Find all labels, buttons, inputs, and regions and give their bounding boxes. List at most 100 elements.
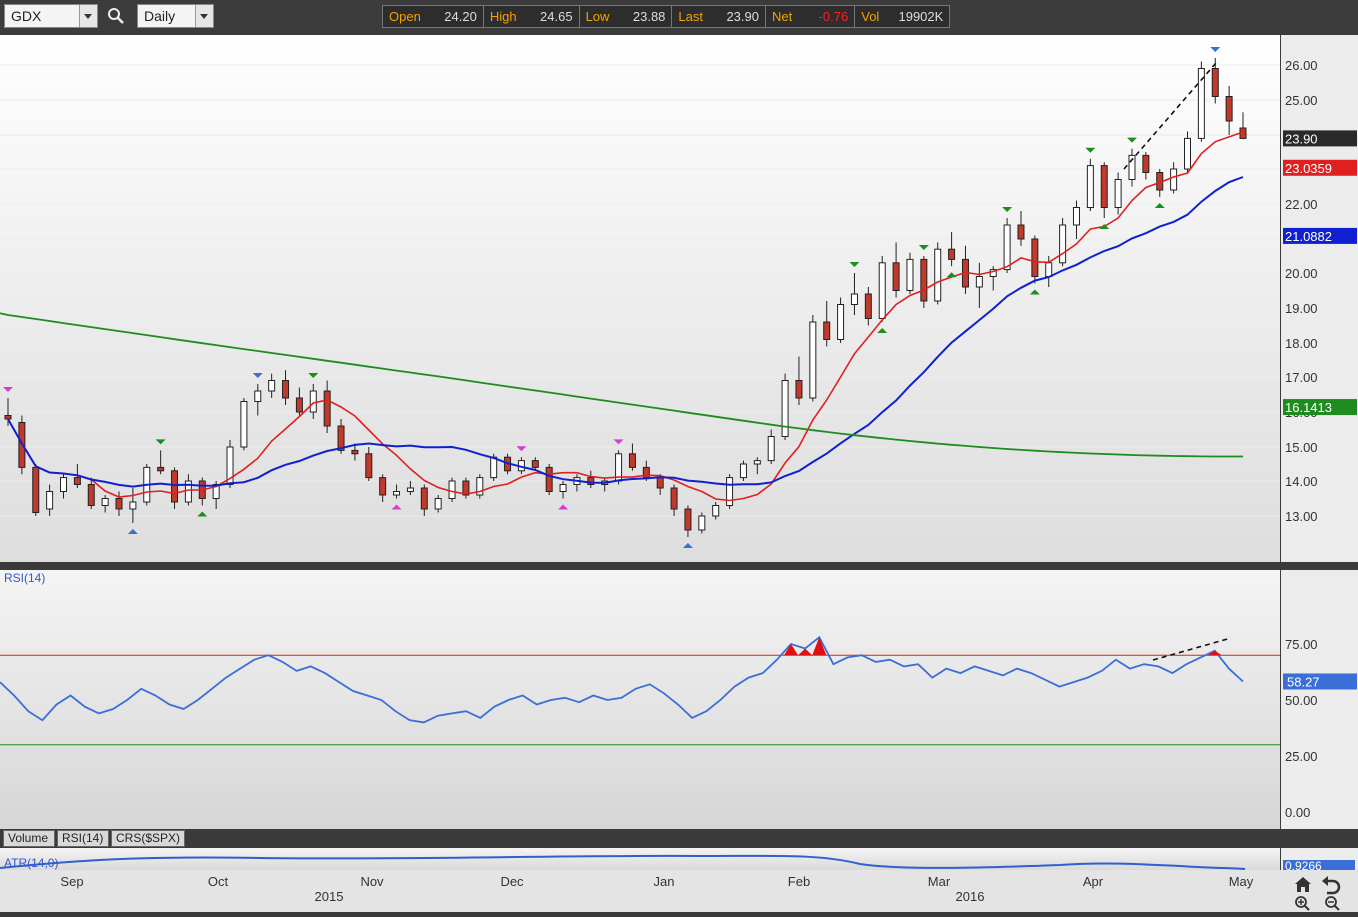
candle-body bbox=[767, 436, 775, 462]
candle-body bbox=[282, 380, 290, 399]
zoom-out-icon[interactable] bbox=[1325, 896, 1340, 911]
atr-line bbox=[0, 854, 1246, 870]
price-value-text: 23.0359 bbox=[1285, 161, 1332, 176]
month-label: Oct bbox=[208, 874, 229, 889]
candle bbox=[712, 502, 720, 520]
candle bbox=[60, 474, 68, 499]
tab-volume[interactable]: Volume bbox=[3, 830, 55, 847]
candle-body bbox=[393, 491, 401, 496]
rsi-line bbox=[0, 635, 1244, 724]
candle-body bbox=[226, 446, 234, 485]
candle-body bbox=[948, 248, 956, 260]
search-icon[interactable] bbox=[107, 7, 125, 25]
candle bbox=[365, 447, 373, 481]
date-axis[interactable]: Sep Oct Nov Dec Jan Feb Mar Apr May 2015 2016 bbox=[0, 870, 1281, 912]
candle-body bbox=[420, 487, 428, 510]
candle-body bbox=[115, 498, 123, 510]
candle-body bbox=[268, 380, 276, 392]
quote-strip: Open 24.20 High 24.65 Low 23.88 Last 23.90 N… bbox=[382, 5, 951, 28]
price-tick-label: 15.00 bbox=[1285, 440, 1318, 455]
price-tick-label: 13.00 bbox=[1285, 509, 1318, 524]
candle bbox=[1003, 218, 1011, 273]
candle bbox=[379, 474, 387, 502]
candle bbox=[920, 256, 928, 308]
candle-body bbox=[656, 477, 664, 489]
candle-body bbox=[101, 498, 109, 506]
price-axis[interactable]: 13.0014.0015.0016.0017.0018.0019.0020.00… bbox=[1281, 35, 1358, 562]
period-dropdown-button[interactable] bbox=[195, 5, 213, 27]
rsi-panel[interactable]: RSI(14) bbox=[0, 570, 1280, 829]
period-select[interactable]: Daily bbox=[137, 4, 214, 28]
candle bbox=[462, 477, 470, 499]
candle bbox=[795, 356, 803, 405]
candle bbox=[753, 457, 761, 475]
quote-last: Last 23.90 bbox=[672, 6, 766, 27]
month-label: Jan bbox=[654, 874, 675, 889]
quote-net: Net -0.76 bbox=[766, 6, 856, 27]
candle-body bbox=[323, 390, 331, 427]
candle-body bbox=[1031, 238, 1039, 277]
candle bbox=[87, 477, 95, 509]
candle bbox=[1142, 152, 1150, 180]
symbol-dropdown-button[interactable] bbox=[79, 5, 97, 27]
candle bbox=[434, 495, 442, 513]
price-axis-svg: 13.0014.0015.0016.0017.0018.0019.0020.00… bbox=[1283, 58, 1357, 524]
indicator-tabs: Volume RSI(14) CRS($SPX) bbox=[0, 829, 1280, 848]
symbol-input[interactable]: GDX bbox=[4, 4, 98, 28]
tab-crs[interactable]: CRS($SPX) bbox=[111, 830, 185, 847]
chart-controls bbox=[1281, 870, 1358, 912]
price-panel[interactable] bbox=[0, 35, 1280, 562]
quote-vol: Vol 19902K bbox=[861, 9, 944, 24]
zoom-in-icon[interactable] bbox=[1295, 896, 1310, 911]
rsi-overbought-fill bbox=[798, 648, 813, 656]
candle bbox=[670, 484, 678, 516]
candle bbox=[1114, 172, 1122, 215]
rsi-value-text: 58.27 bbox=[1287, 674, 1320, 689]
month-label: May bbox=[1229, 874, 1254, 889]
candle bbox=[892, 242, 900, 298]
candle bbox=[101, 495, 109, 513]
candle-body bbox=[712, 505, 720, 517]
tab-rsi[interactable]: RSI(14) bbox=[57, 830, 109, 847]
candle bbox=[961, 245, 969, 294]
candle-body bbox=[1003, 224, 1011, 271]
chart-controls-svg bbox=[1295, 876, 1341, 911]
pivot-high-marker bbox=[613, 439, 624, 445]
candle bbox=[1031, 235, 1039, 284]
candle bbox=[767, 429, 775, 464]
rsi-chart: RSI(14) bbox=[0, 571, 1280, 746]
price-tick-label: 20.00 bbox=[1285, 266, 1318, 281]
candle bbox=[975, 262, 983, 308]
candle bbox=[1225, 86, 1233, 135]
atr-panel[interactable]: ATR(14,0) bbox=[0, 848, 1280, 870]
price-chart bbox=[0, 47, 1280, 548]
symbol-value: GDX bbox=[11, 8, 42, 24]
candle bbox=[171, 467, 179, 509]
quote-low: Low 23.88 bbox=[580, 6, 673, 27]
home-icon[interactable] bbox=[1295, 877, 1311, 892]
price-tick-label: 26.00 bbox=[1285, 58, 1318, 73]
toolbar: GDX Daily Open 24.20 High 24.65 Low 23.88 L… bbox=[0, 0, 1358, 33]
price-tick-label: 25.00 bbox=[1285, 93, 1318, 108]
candle-body bbox=[739, 463, 747, 479]
pivot-high-marker bbox=[1002, 207, 1013, 212]
atr-chart: ATR(14,0) bbox=[0, 854, 1246, 870]
candle bbox=[129, 488, 137, 523]
pivot-low-marker bbox=[558, 504, 569, 510]
candle-body bbox=[337, 425, 345, 451]
candle-body bbox=[490, 456, 498, 479]
undo-icon[interactable] bbox=[1322, 876, 1341, 895]
price-tick-label: 18.00 bbox=[1285, 336, 1318, 351]
panel-separator[interactable] bbox=[0, 562, 1358, 570]
candle-body bbox=[850, 293, 858, 305]
month-label: Dec bbox=[500, 874, 524, 889]
rsi-tick-label: 0.00 bbox=[1285, 805, 1310, 820]
candle-body bbox=[864, 293, 872, 319]
candle bbox=[601, 477, 609, 492]
rsi-axis[interactable]: 75.00 50.00 25.00 0.00 58.27 bbox=[1281, 570, 1358, 829]
candle-body bbox=[254, 390, 262, 402]
candle bbox=[1211, 58, 1219, 104]
candle-body bbox=[212, 484, 220, 499]
candle bbox=[989, 266, 997, 291]
month-label: Feb bbox=[788, 874, 810, 889]
